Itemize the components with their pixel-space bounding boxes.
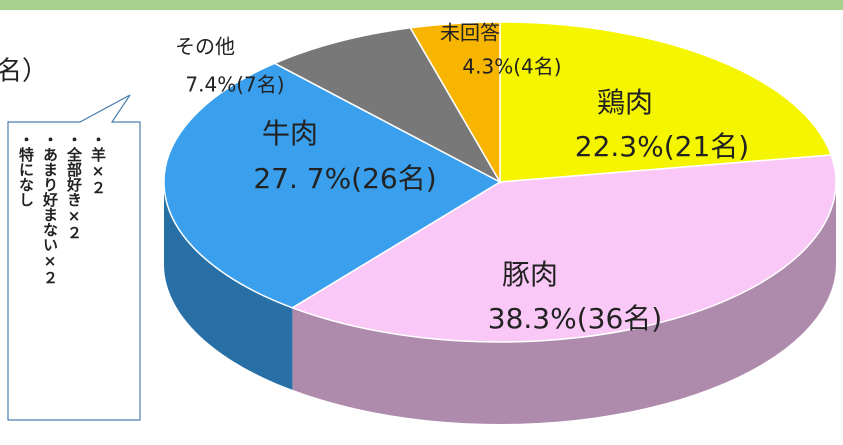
slice-name: その他 <box>175 35 235 59</box>
note-line: ・特になし <box>17 132 35 207</box>
pie-slice <box>290 154 837 343</box>
value-label: 38.3%(36名) <box>488 302 662 335</box>
pie-slice <box>163 62 502 309</box>
note-line: ・羊×２ <box>89 132 107 195</box>
chart-title: 名） <box>0 57 48 87</box>
slice-name: 牛肉 <box>262 117 318 150</box>
slice-side-shade <box>164 182 293 390</box>
top-band <box>0 0 843 10</box>
pie-slice <box>499 21 833 183</box>
callout-box <box>7 94 141 421</box>
pie-slice <box>272 26 502 184</box>
value-label: 27. 7%(26名) <box>253 162 436 195</box>
note: ・羊×２ ・全部好き×２ ・あまり好まない×２ ・特になし <box>14 132 110 412</box>
note-line: ・あまり好まない×２ <box>41 132 59 285</box>
value-label: 22.3%(21名) <box>575 130 749 163</box>
slice-name: 未回答 <box>440 21 500 45</box>
slice-name: 鶏肉 <box>597 86 653 119</box>
slice-name: 豚肉 <box>502 258 558 291</box>
value-label: 4.3%(4名) <box>462 55 561 79</box>
slice-side-shade <box>292 182 836 424</box>
pie-slice <box>409 21 501 185</box>
note-line: ・全部好き×２ <box>65 132 83 240</box>
slice-side <box>292 182 836 424</box>
value-label: 7.4%(7名) <box>185 73 284 97</box>
slice-side <box>164 182 293 390</box>
